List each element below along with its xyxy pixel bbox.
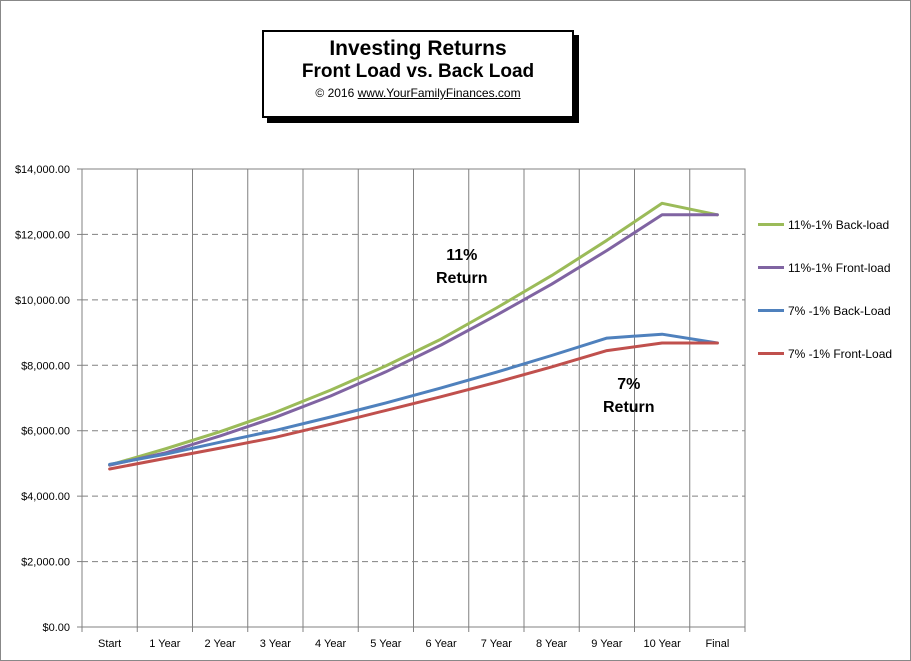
legend-item: 7% -1% Front-Load bbox=[758, 343, 908, 364]
legend-swatch bbox=[758, 352, 784, 355]
x-tick-label: 7 Year bbox=[481, 638, 513, 650]
legend-label: 7% -1% Front-Load bbox=[788, 346, 893, 361]
x-tick-label: 10 Year bbox=[643, 638, 681, 650]
legend-swatch bbox=[758, 266, 784, 269]
chart-copyright: © 2016 www.YourFamilyFinances.com bbox=[264, 85, 572, 101]
copyright-site: www.YourFamilyFinances.com bbox=[357, 86, 521, 100]
annotation-7-line2: Return bbox=[603, 399, 655, 416]
annotation-7-line1: 7% bbox=[617, 376, 641, 393]
y-tick-label: $4,000.00 bbox=[21, 491, 70, 503]
legend-item: 11%-1% Front-load bbox=[758, 257, 908, 278]
annotation-7-percent: 7% Return bbox=[603, 373, 655, 419]
series-line-1 bbox=[108, 201, 719, 467]
chart-subtitle: Front Load vs. Back Load bbox=[301, 61, 535, 82]
x-tick-label: 5 Year bbox=[370, 638, 402, 650]
annotation-11-line2: Return bbox=[436, 270, 488, 287]
chart-title: Investing Returns bbox=[329, 37, 507, 60]
x-tick-label: Final bbox=[705, 638, 729, 650]
x-tick-label: 9 Year bbox=[591, 638, 623, 650]
x-tick-label: 3 Year bbox=[260, 638, 292, 650]
y-tick-label: $2,000.00 bbox=[21, 557, 70, 569]
legend-swatch bbox=[758, 223, 784, 226]
legend-item: 7% -1% Back-Load bbox=[758, 300, 908, 321]
y-tick-label: $10,000.00 bbox=[15, 295, 70, 307]
legend: 11%-1% Back-load 11%-1% Front-load 7% -1… bbox=[758, 214, 908, 386]
series-line-3 bbox=[108, 332, 719, 466]
x-tick-label: 1 Year bbox=[149, 638, 181, 650]
legend-swatch bbox=[758, 309, 784, 312]
y-tick-label: $8,000.00 bbox=[21, 360, 70, 372]
x-tick-label: 4 Year bbox=[315, 638, 347, 650]
x-tick-label: 8 Year bbox=[536, 638, 568, 650]
x-tick-label: 2 Year bbox=[205, 638, 237, 650]
series-line-4 bbox=[108, 341, 719, 471]
x-tick-label: Start bbox=[98, 638, 121, 650]
y-tick-label: $6,000.00 bbox=[21, 426, 70, 438]
title-box: Investing Returns Front Load vs. Back Lo… bbox=[262, 30, 574, 118]
legend-label: 7% -1% Back-Load bbox=[788, 303, 891, 318]
copyright-prefix: © 2016 bbox=[315, 86, 355, 100]
legend-label: 11%-1% Front-load bbox=[788, 260, 891, 275]
y-tick-label: $14,000.00 bbox=[15, 164, 70, 176]
y-tick-label: $0.00 bbox=[42, 622, 70, 634]
x-tick-label: 6 Year bbox=[426, 638, 458, 650]
y-tick-label: $12,000.00 bbox=[15, 229, 70, 241]
legend-label: 11%-1% Back-load bbox=[788, 217, 890, 232]
annotation-11-percent: 11% Return bbox=[436, 244, 488, 290]
legend-item: 11%-1% Back-load bbox=[758, 214, 908, 235]
annotation-11-line1: 11% bbox=[446, 247, 478, 264]
series-line-2 bbox=[108, 213, 719, 467]
